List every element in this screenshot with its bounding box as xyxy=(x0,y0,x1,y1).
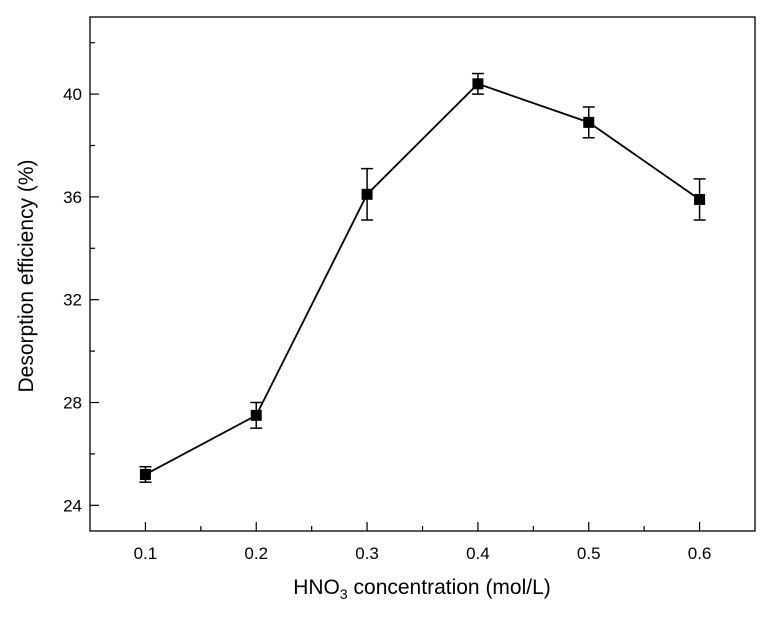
y-axis-title: Desorption efficiency (%) xyxy=(15,159,38,392)
data-point xyxy=(250,409,262,421)
y-tick-label: 40 xyxy=(63,85,82,104)
data-point xyxy=(694,193,706,205)
x-tick-label: 0.2 xyxy=(244,544,268,563)
y-tick-label: 32 xyxy=(63,291,82,310)
y-tick-label: 24 xyxy=(63,496,82,515)
x-tick-label: 0.1 xyxy=(134,544,158,563)
data-point xyxy=(472,78,484,90)
y-tick-label: 36 xyxy=(63,188,82,207)
x-tick-label: 0.3 xyxy=(355,544,379,563)
data-point xyxy=(139,468,151,480)
data-point xyxy=(583,116,595,128)
data-point xyxy=(361,188,373,200)
data-series xyxy=(139,72,706,483)
x-axis-title-suffix: concentration (mol/L) xyxy=(348,576,551,599)
series-line xyxy=(144,82,701,476)
plot-frame xyxy=(89,16,756,532)
x-axis-title: HNO3 concentration (mol/L) xyxy=(293,576,551,602)
x-axis-title-subscript: 3 xyxy=(340,586,348,602)
y-tick-label: 28 xyxy=(63,394,82,413)
x-tick-label: 0.6 xyxy=(688,544,712,563)
y-axis-ticks: 24 28 32 36 40 xyxy=(63,42,99,515)
x-axis-ticks: 0.1 0.2 0.3 0.4 0.5 0.6 xyxy=(134,522,712,563)
x-tick-label: 0.4 xyxy=(466,544,490,563)
x-axis-title-prefix: HNO xyxy=(293,576,340,599)
x-tick-label: 0.5 xyxy=(577,544,601,563)
